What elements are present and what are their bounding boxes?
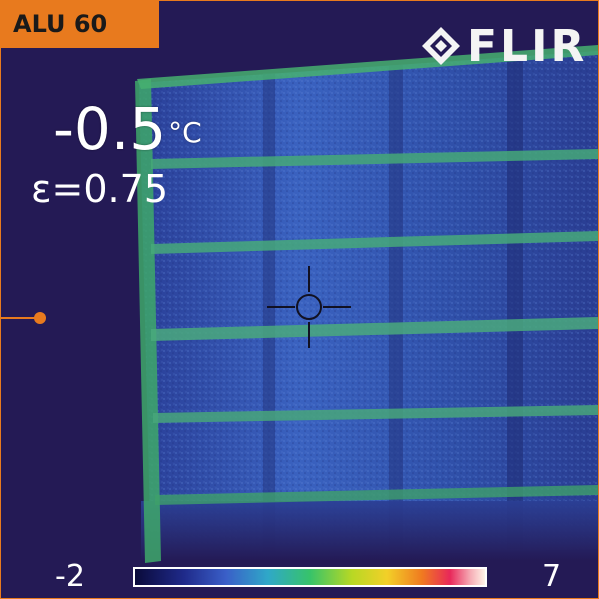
flir-diamond-logo-icon [422, 27, 460, 65]
horizontal-rail [151, 317, 598, 341]
temperature-unit: °C [168, 116, 202, 149]
top-rail [137, 45, 598, 89]
vertical-stripe [507, 59, 523, 549]
flir-logo-text: FLIR [467, 20, 588, 72]
emissivity-readout: ε=0.75 [31, 167, 168, 211]
radiator-texture [139, 51, 598, 561]
temperature-value: -0.5 [53, 95, 167, 163]
horizontal-rail [155, 485, 598, 505]
scale-max-label: 7 [542, 559, 562, 594]
callout-line [1, 317, 39, 319]
left-rail [135, 79, 161, 563]
temperature-readout: -0.5°C [53, 99, 202, 159]
callout-dot [34, 312, 46, 324]
scale-min-label: -2 [55, 559, 85, 594]
header-tag-label: ALU 60 [13, 10, 108, 38]
horizontal-rail [151, 231, 598, 254]
lower-area [141, 501, 598, 561]
flir-logo: FLIR [421, 20, 588, 72]
temperature-scale: -2 7 [1, 559, 598, 598]
horizontal-rail [151, 149, 598, 169]
vertical-stripe [389, 65, 403, 551]
horizontal-rail [153, 405, 598, 423]
vertical-stripe [263, 73, 275, 553]
crosshair-target-icon [267, 266, 351, 348]
scale-gradient [133, 567, 487, 587]
header-tag: ALU 60 [1, 1, 159, 48]
